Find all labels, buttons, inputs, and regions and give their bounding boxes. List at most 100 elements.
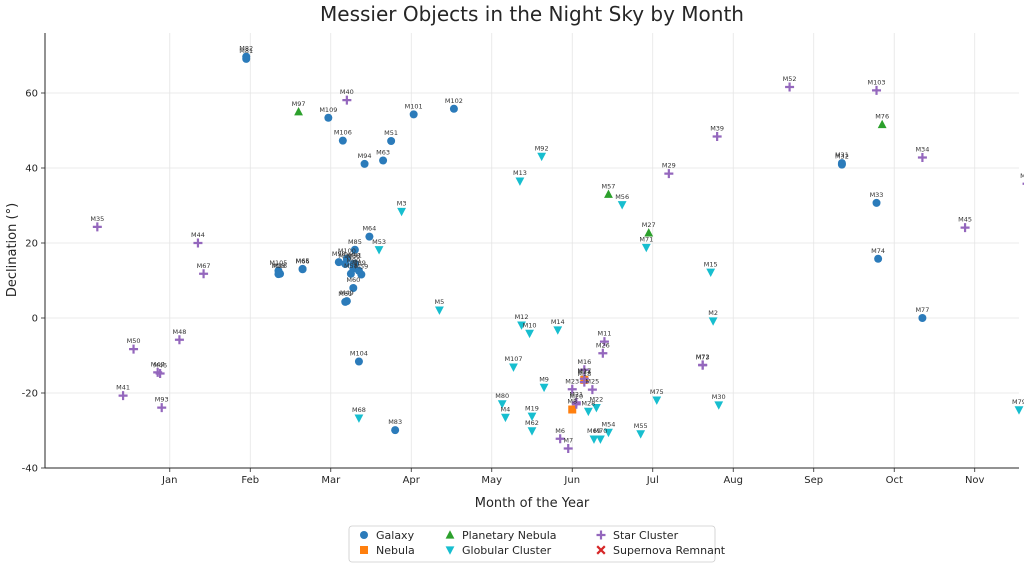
data-point-m109	[324, 113, 333, 122]
data-point-m73	[698, 360, 708, 370]
data-point-m75	[652, 396, 662, 405]
data-point-m68	[354, 414, 364, 423]
point-label-m68: M68	[352, 406, 366, 414]
legend-item: Galaxy	[360, 529, 415, 542]
data-point-m10	[525, 329, 534, 339]
point-label-m104: M104	[350, 350, 368, 358]
data-point-m53	[374, 246, 384, 255]
point-label-m106: M106	[334, 129, 352, 137]
point-label-m4: M4	[501, 405, 511, 413]
data-point-m39	[712, 132, 722, 141]
x-tick-label: Apr	[403, 475, 421, 486]
axis-ticks: JanFebMarAprMayJunJulAugSepOctNovDec-40-…	[22, 89, 985, 487]
point-label-m99: M99	[338, 252, 352, 260]
x-tick-label: Aug	[723, 475, 743, 486]
point-label-m72: M72	[696, 353, 710, 361]
point-label-m25: M25	[585, 378, 599, 386]
point-label-m76: M76	[875, 113, 889, 121]
data-point-m25	[587, 385, 597, 395]
point-label-m30: M30	[712, 393, 726, 401]
legend-label: Nebula	[376, 544, 415, 557]
data-point-m28	[583, 407, 593, 417]
point-label-m56: M56	[615, 193, 629, 201]
data-point-m6	[555, 434, 565, 444]
data-point-m92	[537, 152, 547, 162]
data-points	[92, 52, 1024, 453]
point-label-m24: M24	[577, 368, 591, 376]
y-tick-label: -20	[22, 389, 38, 400]
data-point-m27	[644, 228, 654, 237]
data-point-m64	[365, 232, 374, 241]
legend-marker-nebula	[360, 546, 368, 554]
point-label-m52: M52	[783, 75, 797, 83]
data-point-m76	[877, 119, 887, 129]
data-point-m7	[563, 444, 573, 453]
point-label-m82: M82	[239, 45, 253, 53]
point-label-m107: M107	[504, 355, 522, 363]
point-label-m63: M63	[376, 149, 390, 157]
data-point-m33	[872, 198, 881, 207]
point-label-m3: M3	[397, 200, 407, 208]
point-label-m98: M98	[332, 250, 346, 258]
data-point-m74	[874, 254, 883, 263]
y-tick-label: 60	[25, 89, 38, 100]
point-label-m96: M96	[273, 262, 287, 270]
data-point-m16	[579, 365, 589, 375]
legend-label: Planetary Nebula	[462, 529, 557, 542]
data-point-m11	[599, 337, 609, 347]
data-point-m85	[350, 245, 359, 254]
point-label-m15: M15	[704, 260, 718, 268]
point-label-m102: M102	[445, 97, 463, 105]
point-label-m71: M71	[639, 236, 653, 244]
point-label-m8: M8	[567, 398, 577, 406]
legend-label: Galaxy	[376, 529, 415, 542]
point-label-m31: M31	[835, 151, 849, 159]
legend-frame	[348, 525, 716, 563]
point-label-m55: M55	[634, 422, 648, 430]
data-point-m95	[274, 270, 283, 279]
legend-marker-galaxy	[360, 531, 368, 539]
point-label-m93: M93	[155, 396, 169, 404]
point-label-m14: M14	[551, 318, 565, 326]
point-label-m46: M46	[153, 362, 167, 370]
data-point-m58	[346, 269, 355, 278]
point-label-m59: M59	[354, 263, 368, 271]
data-point-m61	[341, 297, 350, 306]
data-point-m70	[596, 435, 605, 444]
data-point-m5	[435, 306, 444, 315]
legend-label: Globular Cluster	[462, 544, 552, 557]
point-label-m89: M89	[352, 259, 366, 267]
chart-title: Messier Objects in the Night Sky by Mont…	[320, 2, 744, 26]
legend-item: Planetary Nebula	[445, 529, 557, 542]
point-label-m92: M92	[535, 144, 549, 152]
data-point-m103	[872, 85, 882, 95]
point-label-m58: M58	[344, 262, 358, 270]
data-point-m102	[449, 104, 458, 113]
point-label-m90: M90	[346, 257, 360, 265]
legend: Galaxy Nebula Planetary Nebula Globular Clu…	[348, 525, 726, 563]
y-tick-label: 20	[25, 239, 38, 250]
data-point-m107	[509, 363, 518, 372]
data-point-m83	[391, 426, 400, 435]
data-point-m66	[298, 265, 307, 274]
data-point-m29	[664, 169, 674, 179]
point-label-m60: M60	[346, 276, 360, 284]
point-label-m40: M40	[340, 88, 354, 96]
point-label-m5: M5	[435, 298, 445, 306]
data-point-m52	[785, 82, 795, 92]
data-point-m62	[527, 427, 537, 436]
data-point-m50	[129, 344, 139, 354]
data-point-m57	[604, 189, 613, 198]
point-label-m97: M97	[292, 100, 306, 108]
point-label-m11: M11	[598, 330, 612, 338]
point-label-m73: M73	[696, 353, 710, 361]
point-label-m51: M51	[384, 129, 398, 137]
data-point-m12	[517, 321, 526, 330]
point-label-m61: M61	[338, 290, 352, 298]
data-point-m104	[354, 357, 363, 366]
point-label-m29: M29	[662, 162, 676, 170]
y-tick-label: 0	[32, 314, 38, 325]
x-tick-label: Nov	[965, 475, 985, 486]
point-label-m95: M95	[271, 262, 285, 270]
